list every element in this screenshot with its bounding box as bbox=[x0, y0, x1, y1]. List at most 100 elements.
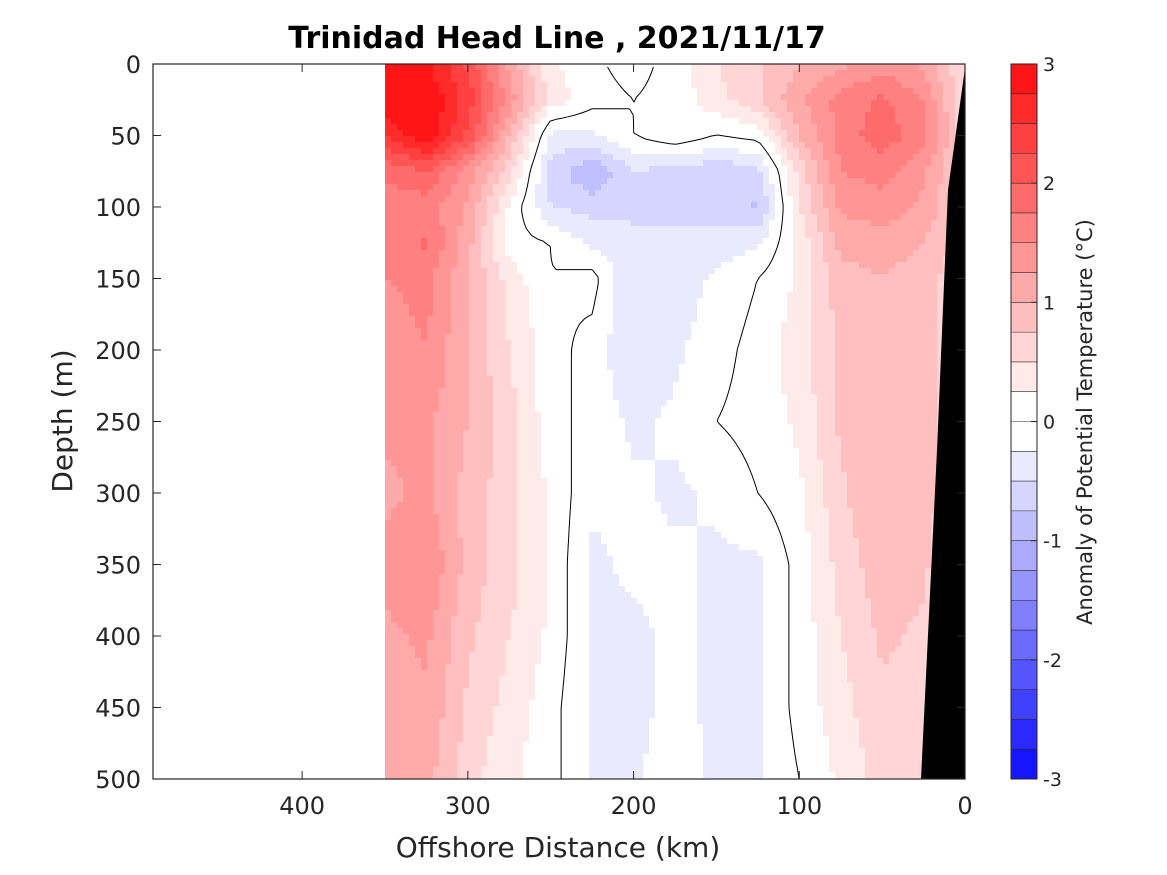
field-cell bbox=[559, 190, 566, 197]
field-cell bbox=[745, 304, 752, 311]
field-cell bbox=[559, 124, 566, 131]
field-cell bbox=[559, 64, 566, 71]
field-cell bbox=[475, 82, 482, 89]
field-cell bbox=[571, 304, 578, 311]
field-cell bbox=[781, 316, 788, 323]
field-cell bbox=[937, 202, 944, 209]
field-cell bbox=[751, 268, 758, 275]
field-cell bbox=[871, 154, 878, 161]
field-cell bbox=[907, 214, 914, 221]
field-cell bbox=[649, 352, 656, 359]
field-cell bbox=[553, 178, 560, 185]
field-cell bbox=[673, 340, 680, 347]
field-cell bbox=[553, 370, 560, 377]
field-cell bbox=[529, 202, 536, 209]
field-cell bbox=[391, 280, 398, 287]
field-cell bbox=[511, 364, 518, 371]
field-cell bbox=[811, 70, 818, 77]
field-cell bbox=[697, 220, 704, 227]
field-cell bbox=[775, 160, 782, 167]
field-cell bbox=[727, 94, 734, 101]
field-cell bbox=[745, 124, 752, 131]
field-cell bbox=[727, 364, 734, 371]
field-cell bbox=[559, 280, 566, 287]
field-cell bbox=[391, 328, 398, 335]
field-cell bbox=[457, 136, 464, 143]
field-cell bbox=[535, 166, 542, 173]
field-cell bbox=[841, 82, 848, 89]
field-cell bbox=[637, 304, 644, 311]
field-cell bbox=[721, 208, 728, 215]
field-cell bbox=[583, 250, 590, 257]
field-cell bbox=[841, 88, 848, 95]
field-cell bbox=[775, 214, 782, 221]
field-cell bbox=[823, 64, 830, 71]
field-cell bbox=[907, 190, 914, 197]
field-cell bbox=[823, 220, 830, 227]
field-cell bbox=[517, 148, 524, 155]
field-cell bbox=[949, 148, 956, 155]
field-cell bbox=[715, 340, 722, 347]
field-cell bbox=[649, 190, 656, 197]
field-cell bbox=[895, 286, 902, 293]
field-cell bbox=[739, 334, 746, 341]
field-cell bbox=[433, 244, 440, 251]
field-cell bbox=[487, 328, 494, 335]
field-cell bbox=[853, 160, 860, 167]
field-cell bbox=[679, 244, 686, 251]
field-cell bbox=[517, 178, 524, 185]
field-cell bbox=[415, 130, 422, 137]
field-cell bbox=[661, 352, 668, 359]
field-cell bbox=[865, 82, 872, 89]
field-cell bbox=[895, 202, 902, 209]
field-cell bbox=[487, 202, 494, 209]
field-cell bbox=[487, 238, 494, 245]
field-cell bbox=[685, 304, 692, 311]
field-cell bbox=[523, 286, 530, 293]
field-cell bbox=[721, 214, 728, 221]
field-cell bbox=[409, 220, 416, 227]
field-cell bbox=[583, 202, 590, 209]
field-cell bbox=[625, 82, 632, 89]
field-cell bbox=[907, 274, 914, 281]
field-cell bbox=[607, 112, 614, 119]
field-cell bbox=[937, 100, 944, 107]
field-cell bbox=[553, 148, 560, 155]
field-cell bbox=[847, 190, 854, 197]
field-cell bbox=[673, 136, 680, 143]
field-cell bbox=[835, 82, 842, 89]
field-cell bbox=[763, 178, 770, 185]
field-cell bbox=[919, 292, 926, 299]
field-cell bbox=[547, 208, 554, 215]
field-cell bbox=[565, 280, 572, 287]
field-cell bbox=[667, 274, 674, 281]
field-cell bbox=[451, 142, 458, 149]
field-cell bbox=[745, 238, 752, 245]
field-cell bbox=[445, 298, 452, 305]
field-cell bbox=[757, 226, 764, 233]
field-cell bbox=[439, 262, 446, 269]
field-cell bbox=[595, 220, 602, 227]
field-cell bbox=[769, 238, 776, 245]
field-cell bbox=[631, 298, 638, 305]
field-cell bbox=[517, 70, 524, 77]
field-cell bbox=[943, 172, 950, 179]
field-cell bbox=[559, 178, 566, 185]
field-cell bbox=[853, 322, 860, 329]
field-cell bbox=[673, 88, 680, 95]
field-cell bbox=[559, 334, 566, 341]
field-cell bbox=[703, 334, 710, 341]
field-cell bbox=[709, 250, 716, 257]
field-cell bbox=[631, 370, 638, 377]
field-cell bbox=[823, 214, 830, 221]
field-cell bbox=[739, 130, 746, 137]
field-cell bbox=[871, 148, 878, 155]
field-cell bbox=[427, 352, 434, 359]
field-cell bbox=[499, 286, 506, 293]
field-cell bbox=[715, 118, 722, 125]
field-cell bbox=[877, 82, 884, 89]
field-cell bbox=[655, 94, 662, 101]
field-cell bbox=[385, 124, 392, 131]
field-cell bbox=[955, 70, 962, 77]
field-cell bbox=[751, 196, 758, 203]
